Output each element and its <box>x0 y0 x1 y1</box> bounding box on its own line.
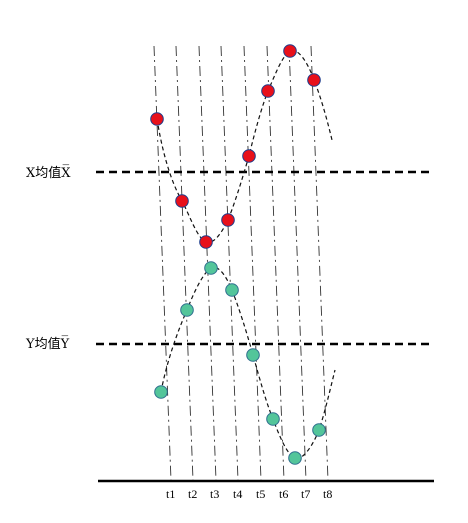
guide-line-3 <box>198 45 217 481</box>
y-point-4 <box>225 283 239 297</box>
tick-label-t2: t2 <box>188 487 197 501</box>
x-point-6 <box>261 84 275 98</box>
x-point-7 <box>283 44 297 58</box>
guide-line-7 <box>288 45 307 481</box>
y-point-7 <box>288 451 302 465</box>
tick-label-t8: t8 <box>323 487 332 501</box>
tick-label-t1: t1 <box>166 487 175 501</box>
x-series-curve <box>156 49 333 244</box>
x-point-5 <box>242 149 256 163</box>
y-point-8 <box>312 423 326 437</box>
x-series-points <box>150 44 321 249</box>
guide-line-8 <box>310 45 329 481</box>
x-point-8 <box>307 73 321 87</box>
y-point-6 <box>266 412 280 426</box>
guide-line-4 <box>220 45 239 481</box>
tick-label-t7: t7 <box>301 487 310 501</box>
tick-label-t3: t3 <box>210 487 219 501</box>
guide-line-1 <box>153 45 172 481</box>
y-point-2 <box>180 303 194 317</box>
y-series-curve <box>160 266 336 459</box>
tick-label-t6: t6 <box>279 487 288 501</box>
x-point-2 <box>175 194 189 208</box>
y-series-points <box>154 261 326 465</box>
y-point-1 <box>154 385 168 399</box>
y-point-3 <box>204 261 218 275</box>
time-guide-lines <box>153 45 329 481</box>
x-point-3 <box>199 235 213 249</box>
time-tick-labels: t1 t2 t3 t4 t5 t6 t7 t8 <box>166 487 332 501</box>
tick-label-t5: t5 <box>256 487 265 501</box>
tick-label-t4: t4 <box>233 487 242 501</box>
guide-line-5 <box>243 45 262 481</box>
x-mean-label: X均值X̅ <box>26 165 71 181</box>
guide-line-2 <box>175 45 194 481</box>
x-point-4 <box>221 213 235 227</box>
y-mean-label: Y均值Y̅ <box>25 336 70 352</box>
guide-line-6 <box>266 45 285 481</box>
x-point-1 <box>150 112 164 126</box>
y-point-5 <box>246 348 260 362</box>
